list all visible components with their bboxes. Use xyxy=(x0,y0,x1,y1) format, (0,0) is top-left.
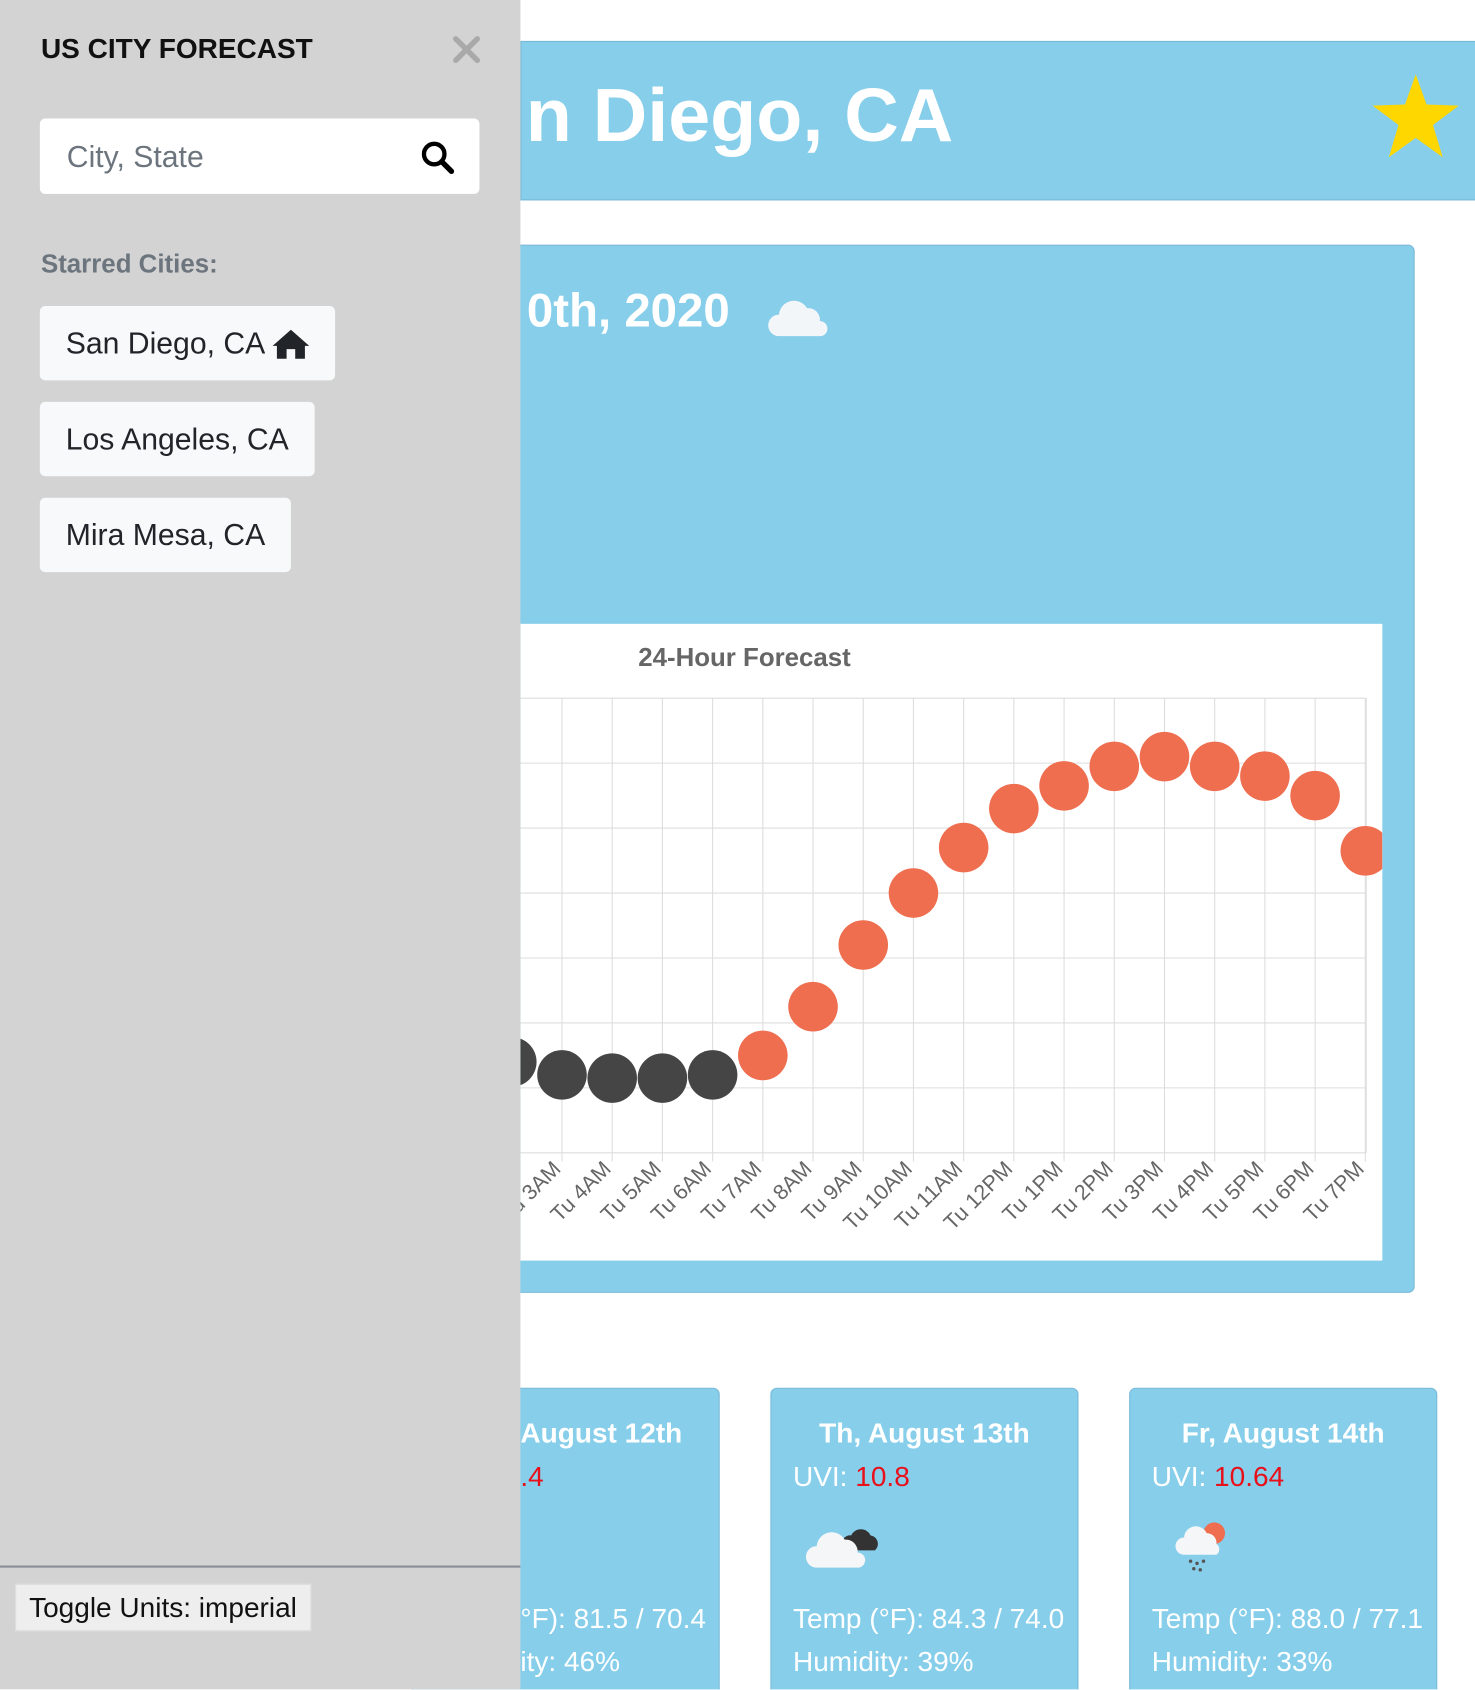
city-name: Mira Mesa, CA xyxy=(65,518,266,552)
data-point xyxy=(838,920,889,970)
city-header: n Diego, CA xyxy=(520,40,1475,201)
uvi: UVI: 10.64 xyxy=(1152,1460,1284,1493)
uvi-value: 10.8 xyxy=(855,1459,910,1493)
humidity: Humidity: 33% xyxy=(1151,1645,1333,1678)
cloud-icon xyxy=(768,300,828,337)
uvi-value: .4 xyxy=(520,1459,544,1493)
divider xyxy=(0,1565,521,1568)
data-point xyxy=(520,1038,537,1086)
data-point xyxy=(1189,741,1240,792)
data-point xyxy=(537,1050,587,1100)
sidebar: US CITY FORECAST City, State Starred Cit… xyxy=(0,0,521,1690)
day-date: August 12th xyxy=(520,1416,683,1450)
data-point xyxy=(938,822,989,873)
day-card: Th, August 13th UVI: 10.8 Temp (°F): 84.… xyxy=(770,1387,1079,1690)
search-placeholder: City, State xyxy=(66,140,204,174)
star-button[interactable] xyxy=(1370,72,1461,160)
city-button[interactable]: Los Angeles, CA xyxy=(39,401,315,477)
temp: Temp (°F): 88.0 / 77.1 xyxy=(1151,1602,1423,1635)
weather-icon xyxy=(805,1529,878,1568)
city-name: San Diego, CA xyxy=(65,326,266,360)
day-date: Fr, August 14th xyxy=(1181,1416,1385,1450)
search-input[interactable]: City, State xyxy=(39,118,480,194)
uvi-label: UVI: xyxy=(1151,1459,1207,1493)
uvi: .4 xyxy=(520,1460,543,1493)
data-point xyxy=(1340,826,1383,876)
data-point xyxy=(1039,761,1089,811)
chart-panel: 24-Hour Forecast u 3AM Tu 4AM Tu 5AM Tu 6AM… xyxy=(520,623,1383,1261)
toggle-units-button[interactable]: Toggle Units: imperial xyxy=(15,1583,311,1632)
data-point xyxy=(637,1053,688,1103)
chart-title: 24-Hour Forecast xyxy=(638,644,851,672)
city-title: n Diego, CA xyxy=(525,73,954,158)
data-point xyxy=(687,1050,738,1100)
data-point xyxy=(1240,751,1290,801)
temp: Temp (°F): 84.3 / 74.0 xyxy=(792,1602,1065,1635)
sidebar-title: US CITY FORECAST xyxy=(40,32,313,65)
day-card: Fr, August 14th UVI: 10.64 Temp (°F): 88… xyxy=(1129,1387,1438,1690)
city-button[interactable]: San Diego, CA xyxy=(39,305,336,381)
data-point xyxy=(738,1030,788,1081)
data-point xyxy=(1290,770,1340,821)
data-point xyxy=(989,783,1039,834)
temp: °F): 81.5 / 70.4 xyxy=(520,1602,707,1635)
data-point xyxy=(587,1053,637,1103)
data-point xyxy=(1139,731,1190,782)
uvi-value: 10.64 xyxy=(1214,1459,1285,1493)
close-button[interactable] xyxy=(453,36,481,64)
home-icon xyxy=(272,329,310,359)
humidity: ity: 46% xyxy=(520,1645,621,1678)
today-date: 0th, 2020 xyxy=(526,284,730,338)
city-button[interactable]: Mira Mesa, CA xyxy=(39,497,292,573)
day-date: Th, August 13th xyxy=(819,1416,1030,1450)
data-point xyxy=(788,981,838,1032)
humidity: Humidity: 39% xyxy=(792,1645,974,1678)
data-point xyxy=(888,868,939,918)
data-point xyxy=(1089,741,1140,792)
uvi: UVI: 10.8 xyxy=(793,1460,910,1493)
uvi-label: UVI: xyxy=(792,1459,848,1493)
starred-label: Starred Cities: xyxy=(40,249,218,280)
city-name: Los Angeles, CA xyxy=(65,422,289,456)
weather-icon xyxy=(1175,1522,1226,1572)
search-icon[interactable] xyxy=(420,140,455,175)
